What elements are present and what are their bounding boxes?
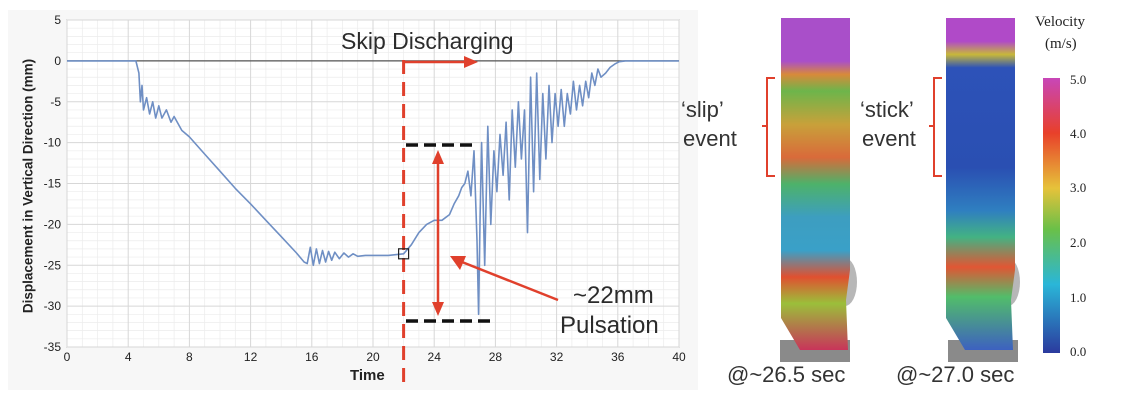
colorbar-tick-5: 5.0 [1070,72,1087,87]
colorbar-tick-0: 0.0 [1070,344,1087,359]
displacement-series-line [67,60,679,316]
pulsation-value-label: ~22mm [573,282,654,309]
chute-base-right [948,340,1018,362]
slip-event-label-2: event [683,126,737,151]
colorbar-tick-1: 1.0 [1070,290,1087,305]
x-tick-label: 40 [672,350,686,364]
x-tick-label: 12 [244,350,258,364]
slip-event-label-1: ‘slip’ [681,97,724,122]
time-label-right: @~27.0 sec [896,362,1015,387]
skip-discharging-arrowhead [464,56,478,68]
colorbar-title-2: (m/s) [1045,36,1077,52]
slip-snapshot [780,18,857,362]
slip-particle-column [781,18,850,350]
y-tick-label: -35 [44,340,62,354]
stick-snapshot [946,18,1020,362]
pulsation-arrowhead-down [432,302,444,316]
velocity-colorbar [1043,78,1060,353]
slip-bracket [766,77,775,177]
y-tick-label: -25 [44,258,62,272]
pulsation-word-label: Pulsation [560,312,659,339]
x-tick-label: 32 [550,350,564,364]
skip-discharging-label: Skip Discharging [341,28,514,54]
x-axis-label: Time [350,367,385,384]
x-tick-label: 4 [125,350,132,364]
y-tick-label: 5 [54,13,61,27]
y-tick-label: -20 [44,217,62,231]
colorbar-tick-2: 2.0 [1070,235,1087,250]
displacement-chart: 0 4 8 12 16 20 24 28 32 36 40 5 0 -5 -10 -15 -20 -25 -30 -3… [43,13,686,388]
x-tick-label: 0 [64,350,71,364]
colorbar-title-1: Velocity [1035,14,1085,30]
y-tick-label: -5 [50,95,61,109]
x-tick-label: 28 [489,350,503,364]
x-tick-label: 24 [428,350,442,364]
pulsation-arrowhead-up [432,150,444,164]
y-axis-label: Displacement in Vertical Direction (mm) [20,58,36,314]
stick-particle-column [946,18,1015,350]
chart-grid [66,19,680,348]
chute-base-left [780,340,850,362]
y-tick-label: -30 [44,299,62,313]
discharge-roller-right [996,258,1020,306]
x-tick-label: 20 [366,350,380,364]
colorbar-tick-4: 4.0 [1070,126,1087,141]
colorbar-tick-3: 3.0 [1070,180,1087,195]
annotation-overlay [398,56,559,388]
x-tick-label: 36 [611,350,625,364]
pulsation-pointer-arrowhead [450,256,466,270]
pulsation-pointer-line [461,260,559,302]
x-tick-label: 8 [186,350,193,364]
discharge-roller-left [833,258,857,306]
stick-bracket [933,77,942,177]
stick-event-label-2: event [862,126,916,151]
series-layer [67,60,679,316]
axis-ticks: 0 4 8 12 16 20 24 28 32 36 40 5 0 -5 -10 -15 -20 -25 -30 -3… [44,13,686,364]
x-tick-label: 16 [305,350,319,364]
time-label-left: @~26.5 sec [727,362,846,387]
discharge-start-marker [398,248,410,260]
stick-event-label-1: ‘stick’ [860,97,914,122]
y-axis-label-box: Displacement in Vertical Direction (mm) [8,20,48,352]
y-tick-label: 0 [54,54,61,68]
y-tick-label: -10 [44,136,62,150]
y-tick-label: -15 [44,177,62,191]
